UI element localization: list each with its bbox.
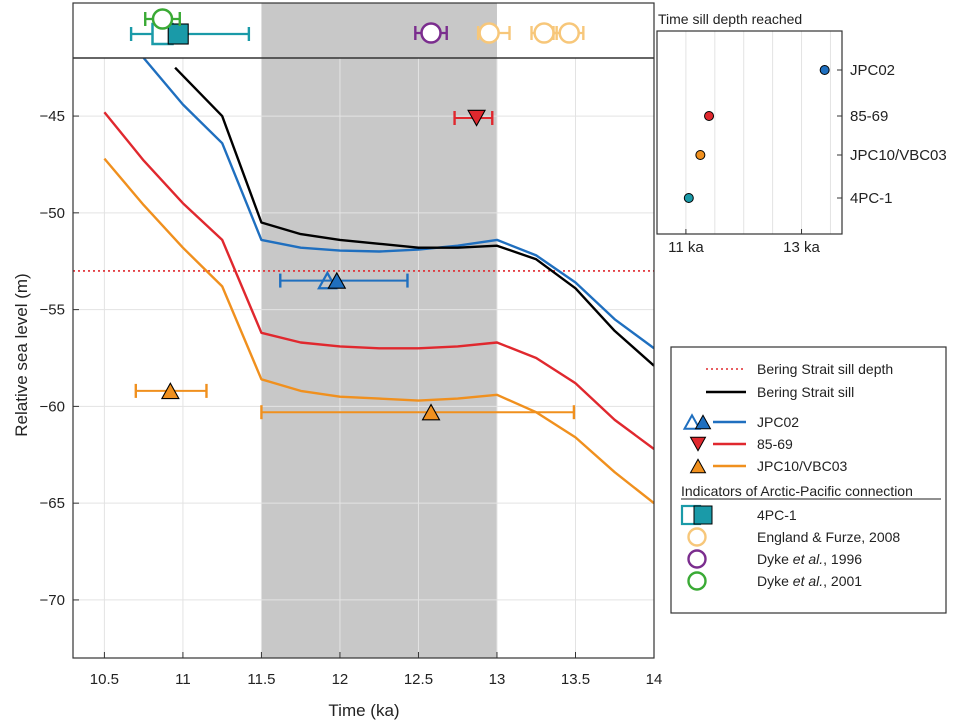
- legend-open-triangle: [682, 413, 702, 430]
- series-group: [103, 58, 654, 505]
- inset-plot: 11 ka 13 ka JPC02 85-69 JPC10/VBC03 4PC-1: [656, 30, 947, 256]
- legend-label: 85-69: [757, 436, 793, 452]
- x-tick-label: 14: [646, 671, 663, 688]
- indicator-circle-marker: [151, 8, 174, 30]
- indicator-circle-marker: [478, 22, 500, 44]
- inset-point: [683, 193, 694, 203]
- legend: Bering Strait sill depth Bering Strait si…: [670, 346, 947, 614]
- legend-circle: [687, 571, 707, 591]
- y-axis-label: Relative sea level (m): [12, 273, 31, 436]
- y-tick-label: −70: [40, 592, 65, 609]
- main-plot: 10.5 11 11.5 12 12.5 13 13.5 14 −45 −50 −55 −60 −65 −…: [40, 2, 663, 688]
- x-tick-label: 13.5: [561, 671, 590, 688]
- series-line-jpc02: [142, 58, 654, 350]
- inset-x-tick-label: 11 ka: [668, 239, 704, 256]
- indicator-circle-marker: [420, 22, 442, 44]
- legend-label: JPC02: [757, 414, 799, 430]
- inset-category-label: 4PC-1: [850, 190, 893, 207]
- y-tick-label: −45: [40, 108, 65, 125]
- inset-frame: [656, 30, 843, 235]
- inset-point: [819, 65, 830, 75]
- marker-triangle-down: [467, 109, 486, 127]
- legend-triangle: [694, 414, 712, 430]
- x-axis-label: Time (ka): [328, 701, 399, 720]
- x-tick-label: 10.5: [90, 671, 119, 688]
- legend-label: JPC10/VBC03: [757, 458, 847, 474]
- marker-triangle: [327, 271, 347, 289]
- legend-triangle-down: [689, 436, 707, 452]
- inset-point: [704, 111, 715, 121]
- legend-triangle: [689, 458, 707, 474]
- y-tick-label: −50: [40, 205, 65, 222]
- plot-frame: [72, 2, 655, 659]
- series-line-bering-strait-sill: [174, 66, 654, 367]
- inset-category-label: 85-69: [850, 108, 888, 125]
- indicator-square-marker: [167, 23, 189, 45]
- shaded-interval: [261, 3, 497, 658]
- legend-circle: [687, 549, 707, 569]
- y-tick-label: −60: [40, 398, 65, 415]
- inset-category-label: JPC02: [850, 62, 895, 79]
- marker-triangle: [160, 382, 180, 400]
- legend-label: 4PC-1: [757, 507, 797, 523]
- legend-label: Bering Strait sill depth: [757, 361, 893, 377]
- x-tick-label: 12: [332, 671, 349, 688]
- inset-category-label: JPC10/VBC03: [850, 147, 947, 164]
- legend-section-header: Indicators of Arctic-Pacific connection: [681, 483, 913, 499]
- inset-title: Time sill depth reached: [658, 11, 802, 27]
- y-tick-label: −65: [40, 495, 65, 512]
- x-tick-label: 11.5: [247, 671, 275, 688]
- x-tick-label: 12.5: [404, 671, 433, 688]
- y-tick-label: −55: [40, 302, 65, 319]
- legend-square: [693, 505, 713, 525]
- legend-label: Bering Strait sill: [757, 384, 854, 400]
- marker-triangle: [421, 403, 441, 421]
- inset-x-tick-label: 13 ka: [783, 239, 820, 256]
- legend-label: England & Furze, 2008: [757, 529, 900, 545]
- x-tick-label: 13: [489, 671, 506, 688]
- indicator-circle-marker: [558, 22, 580, 44]
- legend-label: Dyke et al., 1996: [757, 551, 862, 567]
- legend-label: Dyke et al., 2001: [757, 573, 862, 589]
- legend-circle: [687, 527, 707, 547]
- series-line-jpc10-vbc03: [103, 157, 654, 505]
- x-tick-label: 11: [175, 671, 191, 688]
- indicator-circle-marker: [533, 22, 555, 44]
- series-line-85-69: [103, 111, 654, 450]
- inset-point: [695, 150, 706, 160]
